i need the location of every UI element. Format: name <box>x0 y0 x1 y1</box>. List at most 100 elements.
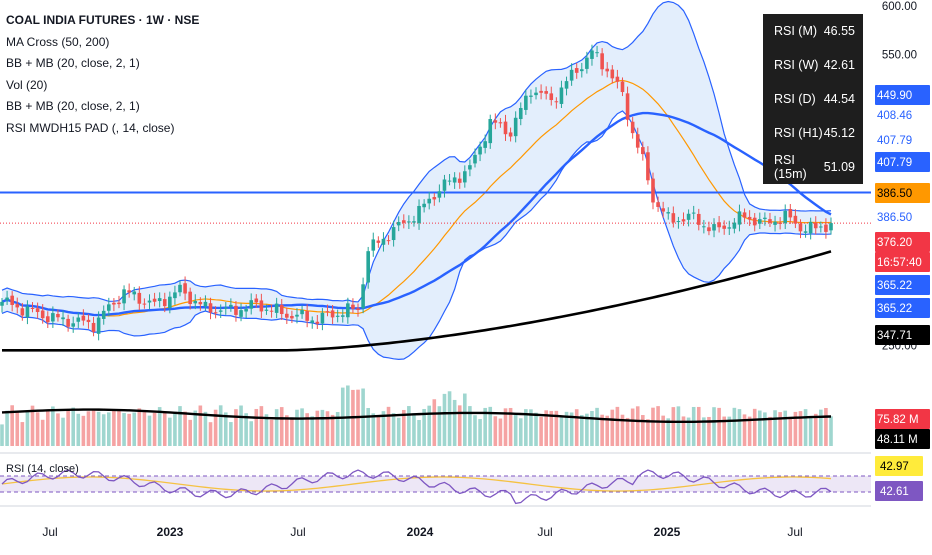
volume-bar <box>493 416 498 446</box>
candle-body <box>651 178 655 203</box>
volume-bar <box>162 411 167 446</box>
candle-body <box>0 301 4 306</box>
candle-body <box>351 304 355 309</box>
volume-bar <box>168 417 172 446</box>
indicator-bb-1[interactable]: BB + MB (20, close, 2, 1) <box>6 56 140 71</box>
volume-bar <box>295 409 299 446</box>
candle-body <box>783 210 788 224</box>
candle-body <box>635 134 640 148</box>
volume-bar <box>310 416 315 446</box>
time-axis-label: 2023 <box>157 525 184 539</box>
candle-body <box>473 154 477 164</box>
volume-bar <box>742 414 747 446</box>
rsi-row: RSI (D) 44.54 <box>763 82 863 116</box>
volume-bar <box>132 412 137 446</box>
volume-bar <box>391 413 396 446</box>
indicator-bb-2[interactable]: BB + MB (20, close, 2, 1) <box>6 99 140 114</box>
bollinger-upper-line <box>1 0 832 303</box>
candle-body <box>35 308 40 313</box>
volume-bar <box>610 409 615 446</box>
volume-bar <box>569 412 574 446</box>
candle-body <box>483 141 487 148</box>
volume-bar <box>732 407 737 446</box>
volume-bar <box>473 415 477 446</box>
candle-body <box>722 225 726 229</box>
candle-body <box>259 300 264 312</box>
volume-bar <box>66 410 70 446</box>
volume-bar <box>229 422 233 446</box>
volume-bar <box>147 415 152 446</box>
volume-bar <box>381 411 386 446</box>
rsi-table: RSI (M) 46.55 RSI (W) 42.61 RSI (D) 44.5… <box>763 14 863 184</box>
symbol-title[interactable]: COAL INDIA FUTURES · 1W · NSE <box>6 13 200 27</box>
volume-bar <box>778 412 782 446</box>
price-label-badge <box>875 232 930 252</box>
candle-body <box>529 95 533 97</box>
price-label-text: 407.79 <box>877 157 912 169</box>
indicator-rsi-mwdh15[interactable]: RSI MWDH15 PAD (, 14, close) <box>6 120 175 135</box>
rsi-label-badge <box>875 456 923 476</box>
volume-bar <box>376 415 381 446</box>
volume-bar <box>285 415 289 446</box>
volume-bar <box>529 409 533 446</box>
candle-body <box>25 306 30 318</box>
candle-body <box>91 322 96 332</box>
volume-bar <box>803 409 808 446</box>
candle-body <box>427 198 432 204</box>
volume-bar <box>386 406 391 446</box>
candle-body <box>401 220 406 223</box>
volume-bar <box>671 407 676 446</box>
volume-bar <box>81 415 86 446</box>
indicator-ma-cross[interactable]: MA Cross (50, 200) <box>6 34 110 49</box>
volume-bar <box>600 414 604 446</box>
candle-body <box>51 313 55 322</box>
candle-body <box>615 76 620 82</box>
volume-bar <box>595 407 599 446</box>
candle-body <box>452 177 457 183</box>
candle-body <box>625 93 630 120</box>
candle-body <box>142 303 147 305</box>
time-axis-label: 2024 <box>407 525 434 539</box>
rsi-ma-line <box>1 476 832 492</box>
candle-body <box>371 239 376 251</box>
volume-bar <box>478 419 482 446</box>
volume-bar <box>61 417 65 446</box>
candle-body <box>798 223 803 232</box>
volume-bar <box>412 413 416 446</box>
candle-body <box>737 211 742 225</box>
volume-bar <box>315 410 320 446</box>
volume-bar <box>524 409 528 446</box>
candle-body <box>793 215 798 224</box>
volume-bar <box>452 399 457 446</box>
rsi-pane-label[interactable]: RSI (14, close) <box>6 463 79 475</box>
volume-bar <box>763 412 767 446</box>
candle-body <box>152 298 157 302</box>
volume-bar <box>564 411 569 446</box>
volume-label-badge <box>875 409 930 429</box>
candle-body <box>218 310 223 312</box>
indicator-vol[interactable]: Vol (20) <box>6 77 48 92</box>
volume-bar <box>585 413 589 446</box>
candle-body <box>656 202 660 207</box>
volume-bar <box>513 414 518 446</box>
candle-body <box>132 291 137 295</box>
volume-bar <box>442 393 447 446</box>
candle-body <box>147 300 152 303</box>
candle-body <box>112 302 116 305</box>
volume-bar <box>320 409 325 446</box>
candle-body <box>478 146 482 155</box>
candle-body <box>340 315 345 317</box>
volume-bar <box>498 418 503 446</box>
volume-bar <box>808 416 813 446</box>
volume-bar <box>325 411 330 446</box>
volume-bar <box>264 414 269 446</box>
volume-bar <box>620 414 625 446</box>
volume-bar <box>819 409 823 446</box>
volume-bar <box>681 416 686 446</box>
volume-bar <box>396 417 401 446</box>
volume-bar <box>371 413 376 446</box>
rsi-row-value: 51.09 <box>823 160 855 174</box>
candle-body <box>630 121 635 134</box>
volume-bar <box>503 408 508 446</box>
